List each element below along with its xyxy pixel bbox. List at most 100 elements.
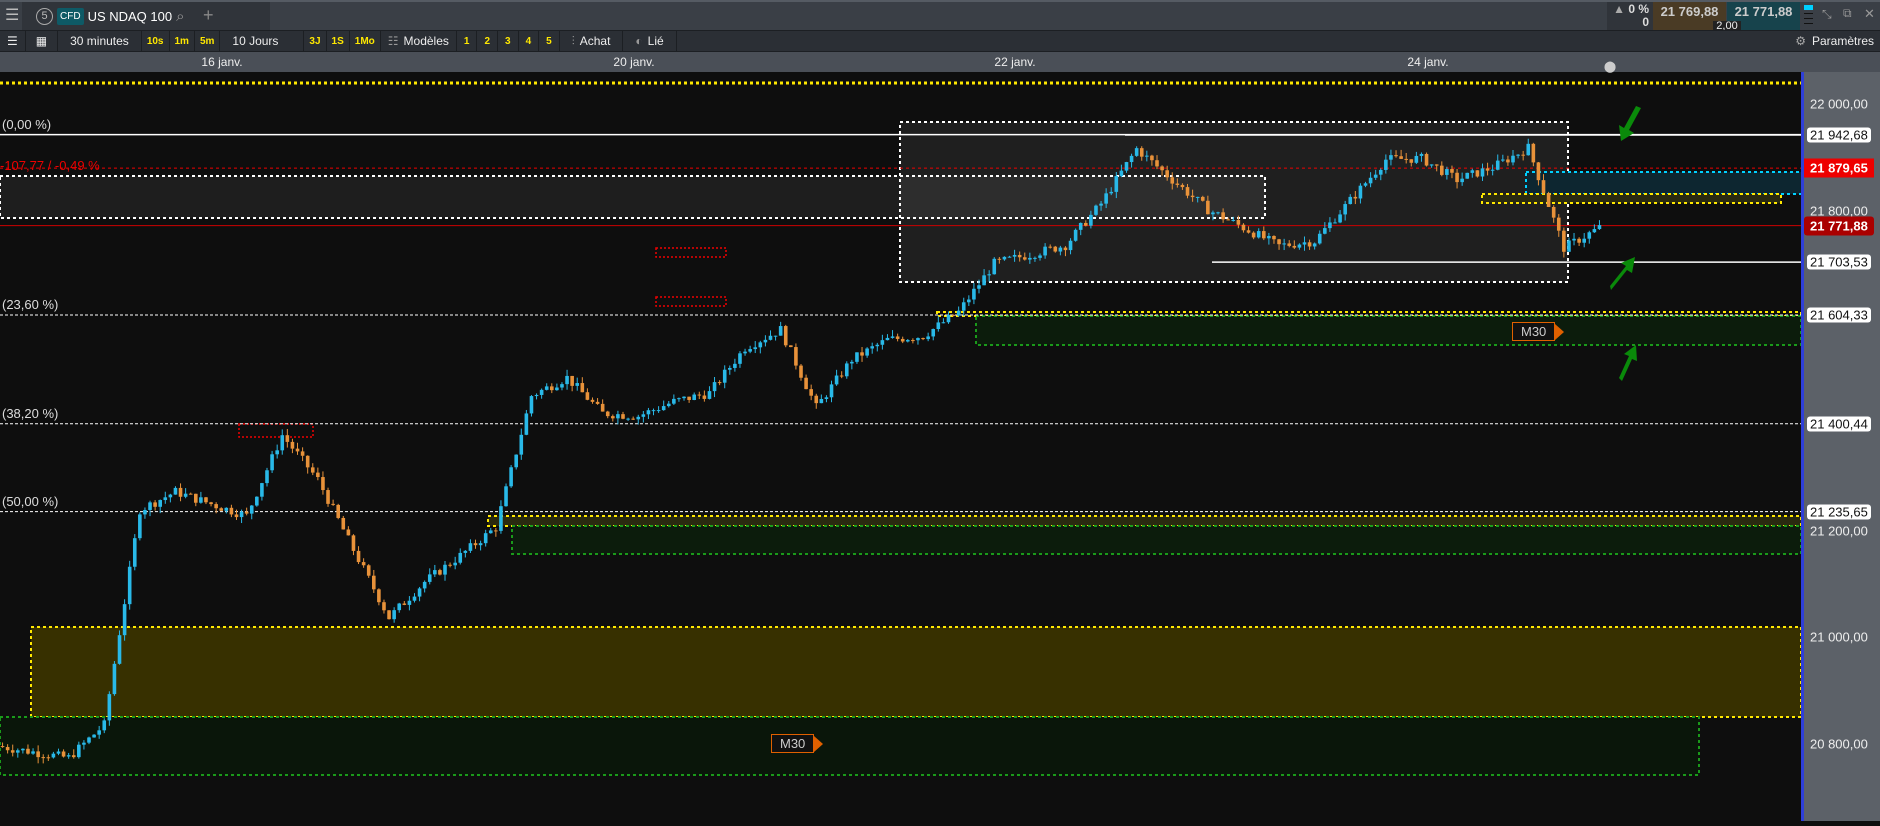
candle-body (1033, 257, 1037, 259)
add-tab-icon[interactable]: + (203, 5, 214, 25)
candle-body (1434, 164, 1439, 166)
candle-body (1546, 193, 1551, 207)
candle-body (1521, 154, 1525, 156)
settings-button[interactable]: ⚙ Paramètres (1795, 34, 1880, 48)
candle-body (1501, 159, 1505, 161)
candle-body (819, 398, 824, 404)
candle-body (127, 566, 132, 605)
drawings (0, 81, 1810, 776)
candle-body (1134, 148, 1139, 156)
sell-button[interactable]: 21 769,88 (1653, 2, 1726, 30)
candle-body (1155, 160, 1159, 167)
candle-body (1022, 257, 1027, 260)
instrument-tab[interactable]: 5 CFD US NDAQ 100 ⌕ (22, 2, 270, 30)
range-1s[interactable]: 1S (327, 31, 350, 51)
layout-icon[interactable]: ▦ (26, 31, 59, 51)
interval-5m[interactable]: 5m (195, 31, 221, 51)
search-icon[interactable]: ⌕ (176, 7, 185, 25)
menu-icon[interactable]: ☰ (5, 7, 20, 24)
linked-button[interactable]: ◐ Lié (623, 31, 677, 51)
candle-body (1368, 177, 1373, 184)
candle-body (1384, 159, 1388, 170)
candle-body (351, 535, 356, 551)
candle-body (646, 410, 651, 415)
candle-body (865, 348, 869, 356)
candle-body (738, 353, 742, 364)
candle-body (524, 413, 529, 435)
candle-body (590, 399, 595, 402)
candle-body (1297, 244, 1302, 248)
candle-body (1221, 212, 1225, 220)
candle-body (992, 258, 997, 275)
candle-body (1282, 243, 1286, 245)
range-box (899, 121, 1569, 283)
candle-body (438, 570, 442, 575)
candle-body (382, 602, 386, 611)
change-box: ▲ 0 % 0 (1607, 2, 1653, 30)
minimize-icon[interactable]: ⤡ (1822, 7, 1832, 21)
range-3j[interactable]: 3J (304, 31, 327, 51)
interval-select[interactable]: 30 minutes (58, 31, 142, 51)
candle-body (1394, 155, 1398, 157)
arrow-up-icon (1610, 257, 1635, 290)
candle-body (1592, 229, 1597, 233)
candle-body (1251, 232, 1256, 238)
candle-body (611, 416, 615, 419)
slot-4[interactable]: 4 (519, 31, 540, 51)
m30-marker[interactable]: M30 (771, 734, 824, 753)
popout-icon[interactable]: ⧉ (1843, 6, 1852, 20)
range-1mo[interactable]: 1Mo (350, 31, 381, 51)
candle-body (239, 511, 244, 518)
slot-1[interactable]: 1 (457, 31, 478, 51)
candle-body (107, 694, 112, 721)
candle-body (1445, 169, 1449, 175)
price-chart[interactable]: (0,00 %) (23,60 %) (38,20 %) (50,00 %) -107,… (0, 72, 1810, 821)
interval-1m[interactable]: 1m (170, 31, 195, 51)
buy-ticket-button[interactable]: ⫶ Achat (560, 31, 624, 51)
candle-body (850, 361, 854, 364)
close-icon[interactable]: ✕ (1864, 6, 1875, 21)
candle-body (783, 326, 788, 346)
candle-body (621, 414, 625, 419)
slot-2[interactable]: 2 (477, 31, 499, 51)
candle-body (956, 310, 961, 316)
candle-body (1241, 224, 1246, 231)
support-zone (975, 315, 1802, 346)
candle-body (875, 344, 880, 347)
list-icon[interactable]: ☰ (0, 31, 26, 51)
candle-body (880, 340, 885, 345)
candle-body (31, 751, 35, 754)
candle-body (1348, 196, 1353, 205)
demand-zone (0, 716, 1700, 776)
candle-body (1582, 238, 1586, 243)
candle-body (860, 352, 864, 356)
candle-body (473, 543, 478, 546)
candle-body (87, 737, 91, 743)
candle-body (926, 336, 930, 340)
candle-body (575, 383, 580, 386)
scroll-handle-icon[interactable]: ⬤ (1603, 61, 1617, 73)
candle-body (1440, 165, 1444, 175)
m30-marker[interactable]: M30 (1512, 322, 1565, 341)
candle-body (1470, 170, 1475, 173)
candle-body (117, 635, 122, 664)
arrow-up-icon (1619, 345, 1637, 381)
candle-body (799, 365, 803, 378)
candle-body (1063, 247, 1068, 251)
slot-5[interactable]: 5 (539, 31, 560, 51)
range-select[interactable]: 10 Jours (220, 31, 305, 51)
candle-body (1216, 212, 1220, 214)
spread-badge: 2,00 (1713, 21, 1741, 32)
candle-body (1084, 222, 1088, 226)
interval-10s[interactable]: 10s (142, 31, 170, 51)
templates-button[interactable]: ☷ Modèles (381, 31, 457, 51)
candle-body (61, 751, 66, 757)
fib-level-label: (38,20 %) (2, 405, 59, 421)
candle-body (36, 751, 40, 758)
candle-body (626, 418, 630, 420)
arrows (1610, 106, 1641, 381)
slot-3[interactable]: 3 (498, 31, 519, 51)
price-axis[interactable]: 22 000,00 21 800,00 21 200,00 21 000,00 20 8… (1801, 72, 1880, 821)
candle-body (249, 505, 254, 514)
depth-icon[interactable] (1804, 5, 1813, 25)
